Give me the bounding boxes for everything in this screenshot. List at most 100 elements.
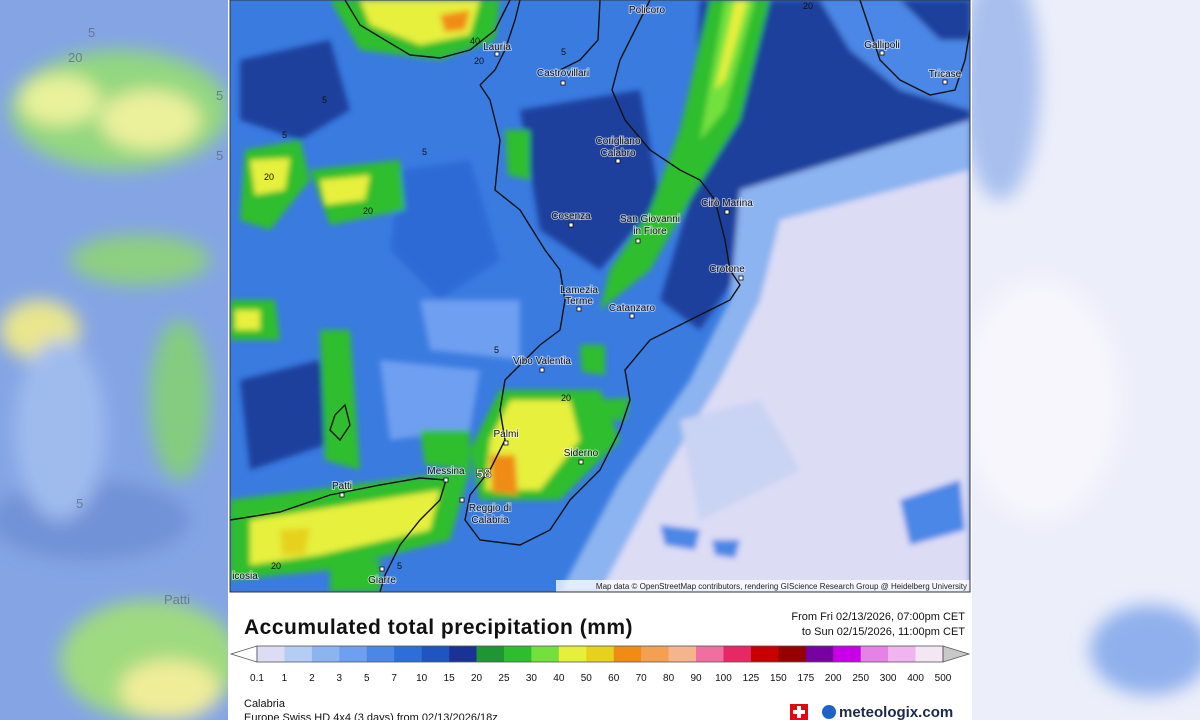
contour-label: 5 xyxy=(282,130,287,140)
place-label: Cosenza xyxy=(551,211,591,222)
period-from: From Fri 02/13/2026, 07:00pm CET xyxy=(791,611,965,623)
place-label: San Giovanni in Fiore xyxy=(620,214,680,237)
legend-swatch xyxy=(586,646,615,662)
place-markers xyxy=(339,50,948,572)
legend-swatch xyxy=(449,646,477,662)
model-run: Europe Swiss HD 4x4 (3 days) from 02/13/… xyxy=(244,712,498,720)
side-label: Patti xyxy=(164,592,190,607)
legend-swatch xyxy=(668,646,697,662)
legend-label: 70 xyxy=(636,673,648,684)
color-legend: 0.1 1 2 3 5 7 10 15 20 25 30 40 50 60 70 80 90 100 125 150 1… xyxy=(229,645,971,684)
legend-swatch xyxy=(641,646,669,662)
legend-label: 90 xyxy=(690,673,702,684)
legend-swatch xyxy=(311,646,340,662)
legend-swatch xyxy=(696,646,724,662)
legend-swatch xyxy=(421,646,450,662)
place-label: Cirò Marina xyxy=(701,198,753,209)
place-label: Vibo Valentia xyxy=(513,356,571,367)
place-label: Castrovillari xyxy=(537,68,589,79)
contour-label: 20 xyxy=(264,172,274,182)
contour-label: 20 xyxy=(363,206,373,216)
place-label: Siderno xyxy=(564,448,599,459)
region: Calabria xyxy=(244,698,286,710)
attribution-bg xyxy=(556,580,970,592)
legend-label: 0.1 xyxy=(250,673,264,684)
max-label: 58 xyxy=(476,465,492,481)
legend-swatch xyxy=(833,646,861,662)
legend-label: 1 xyxy=(282,673,288,684)
legend-label: 20 xyxy=(471,673,483,684)
legend-label: 175 xyxy=(797,673,814,684)
legend-label: 80 xyxy=(663,673,675,684)
legend-label: 40 xyxy=(553,673,565,684)
legend-label: 7 xyxy=(391,673,397,684)
place-label: Lamezia Terme xyxy=(560,285,598,307)
brand: meteologix.com xyxy=(839,704,953,720)
legend-label: 5 xyxy=(364,673,370,684)
legend-swatch xyxy=(778,646,807,662)
contour-label: 20 xyxy=(474,56,484,66)
map-frame xyxy=(229,0,971,593)
legend-label: 50 xyxy=(581,673,593,684)
side-label: 5 xyxy=(88,25,95,40)
legend-label: 125 xyxy=(743,673,760,684)
legend-swatch xyxy=(284,646,313,662)
legend-swatch xyxy=(503,646,532,662)
legend-swatch xyxy=(339,646,368,662)
place-label: Palmi xyxy=(493,429,518,440)
legend-label: 30 xyxy=(526,673,538,684)
legend-label: 100 xyxy=(715,673,732,684)
precipitation-map: Policoro Gallipoli Tricase Lauria Castro… xyxy=(230,0,970,592)
contour-label: 40 xyxy=(470,36,480,46)
contour-label: 5 xyxy=(422,147,427,157)
title: Accumulated total precipitation (mm) xyxy=(244,616,633,639)
legend-swatch xyxy=(394,646,422,662)
contour-label: 20 xyxy=(803,1,813,11)
contour-label: 5 xyxy=(561,47,566,57)
legend-label: 400 xyxy=(907,673,924,684)
legend-swatch xyxy=(723,646,752,662)
legend-label: 150 xyxy=(770,673,787,684)
side-label: 5 xyxy=(216,148,223,163)
legend-swatch xyxy=(613,646,642,662)
period-to: to Sun 02/15/2026, 11:00pm CET xyxy=(802,626,965,638)
side-label: 5 xyxy=(216,88,223,103)
place-label: Giarre xyxy=(368,575,396,586)
attribution: Map data © OpenStreetMap contributors, r… xyxy=(596,582,967,591)
legend-swatch xyxy=(476,646,505,662)
legend-swatch xyxy=(366,646,395,662)
place-label: Tricase xyxy=(929,69,962,80)
legend-swatch xyxy=(805,646,834,662)
contour-label: 5 xyxy=(397,561,402,571)
place-label: Reggio di Calabria xyxy=(469,503,511,526)
legend-swatch xyxy=(888,646,916,662)
place-label: Crotone xyxy=(709,264,745,275)
legend-label: 250 xyxy=(852,673,869,684)
side-label: 20 xyxy=(68,50,82,65)
legend-label: 60 xyxy=(608,673,620,684)
legend-label: 10 xyxy=(416,673,428,684)
legend-swatch xyxy=(531,646,560,662)
swiss-cross xyxy=(793,706,805,718)
place-label: Gallipoli xyxy=(864,40,900,51)
legend-label: 300 xyxy=(880,673,897,684)
place-label: Corigliano Calabro xyxy=(595,136,640,159)
legend-label: 200 xyxy=(825,673,842,684)
legend-swatch xyxy=(860,646,889,662)
place-labels: Policoro Gallipoli Tricase Lauria Castro… xyxy=(231,4,962,587)
legend-label: 15 xyxy=(444,673,456,684)
legend-label: 3 xyxy=(337,673,343,684)
legend-swatch xyxy=(558,646,587,662)
place-label: Messina xyxy=(427,466,465,477)
contour-label: 5 xyxy=(494,345,499,355)
place-label: Patti xyxy=(332,481,352,492)
legend-swatch xyxy=(915,646,944,662)
side-label: 5 xyxy=(76,496,83,511)
right-backdrop xyxy=(972,0,1200,720)
brand-logo xyxy=(822,705,836,719)
place-label: Catanzaro xyxy=(609,303,656,314)
left-backdrop: 5 20 5 5 5 Patti xyxy=(0,0,228,720)
place-label: Policoro xyxy=(629,5,666,16)
